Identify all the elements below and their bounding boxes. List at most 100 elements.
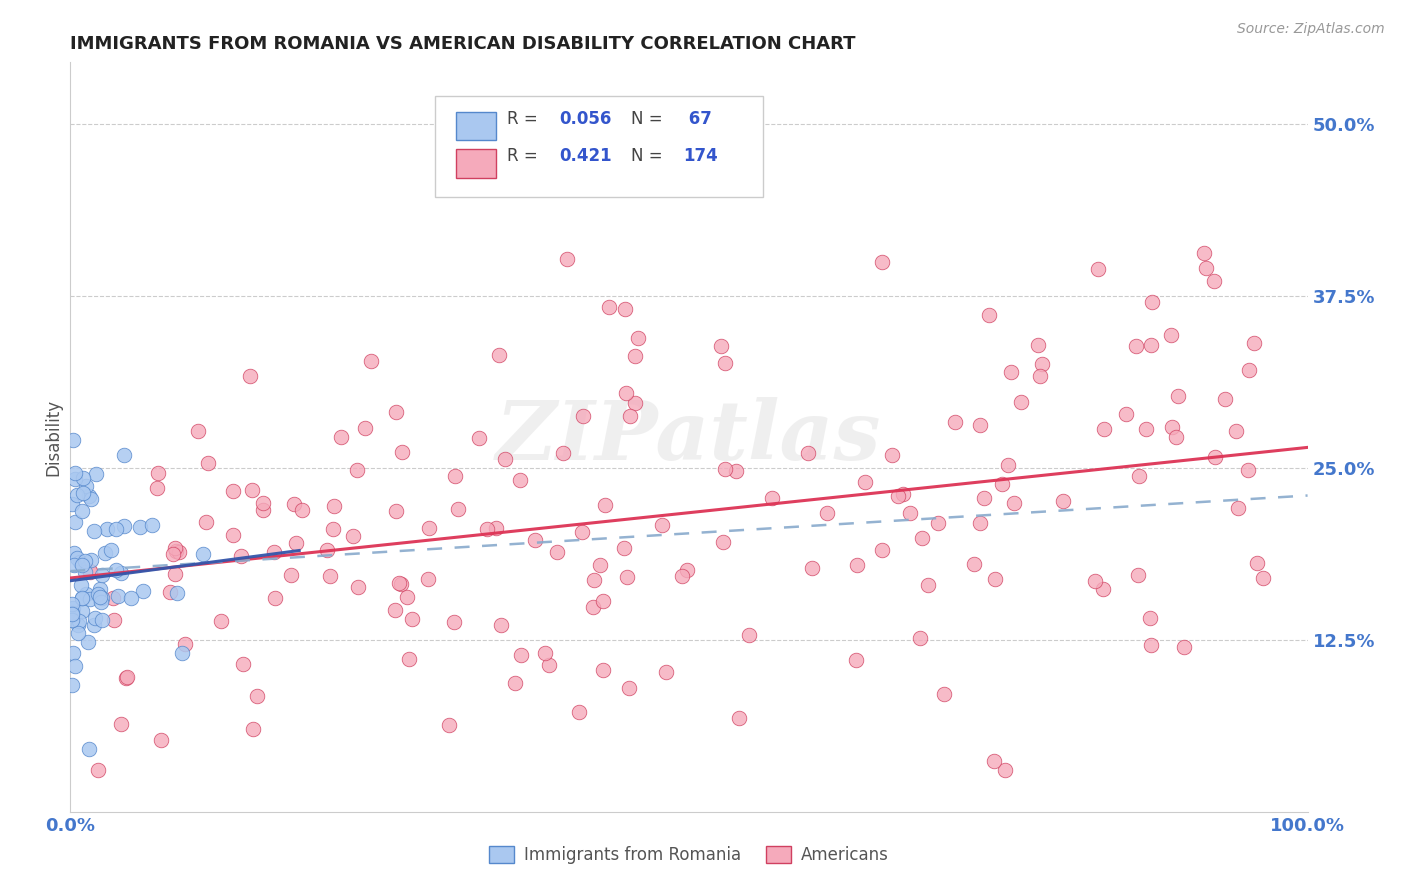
Point — [627, 331, 650, 345]
Point — [969, 516, 991, 530]
Point — [488, 348, 510, 362]
Point — [89, 591, 111, 605]
Point — [117, 670, 139, 684]
Point — [63, 472, 86, 486]
FancyBboxPatch shape — [457, 149, 496, 178]
Point — [263, 591, 285, 605]
Point — [75, 587, 97, 601]
Point — [710, 339, 733, 353]
Point — [104, 522, 127, 536]
Point — [89, 582, 111, 596]
Point — [252, 496, 274, 510]
FancyBboxPatch shape — [457, 112, 496, 140]
Point — [384, 405, 406, 419]
Point — [880, 448, 903, 462]
Point — [112, 448, 135, 462]
Point — [1092, 582, 1115, 597]
Point — [1226, 500, 1249, 515]
Point — [70, 591, 93, 605]
Point — [624, 350, 647, 364]
Point — [1115, 407, 1137, 421]
Point — [66, 488, 89, 502]
Point — [69, 555, 91, 569]
Point — [1167, 389, 1189, 403]
Point — [222, 483, 245, 498]
Point — [329, 430, 352, 444]
Text: 67: 67 — [683, 110, 711, 128]
Point — [242, 483, 264, 498]
Point — [815, 506, 838, 520]
Point — [70, 578, 93, 592]
Point — [96, 522, 118, 536]
Point — [384, 603, 406, 617]
Point — [973, 491, 995, 505]
Point — [242, 722, 264, 736]
Point — [1140, 638, 1163, 652]
Point — [990, 477, 1012, 491]
Point — [724, 464, 747, 478]
Point — [391, 445, 413, 459]
Point — [891, 487, 914, 501]
Point — [898, 506, 921, 520]
Point — [149, 733, 172, 747]
Point — [84, 467, 107, 482]
Point — [114, 519, 136, 533]
Text: Source: ZipAtlas.com: Source: ZipAtlas.com — [1237, 22, 1385, 37]
Point — [1225, 424, 1247, 438]
Point — [598, 300, 620, 314]
Point — [1087, 261, 1109, 276]
Point — [614, 386, 637, 401]
Point — [104, 563, 127, 577]
Point — [322, 522, 344, 536]
Point — [66, 625, 89, 640]
Point — [165, 543, 187, 558]
Point — [911, 531, 934, 545]
Point — [589, 558, 612, 573]
Point — [62, 558, 84, 572]
Point — [595, 498, 617, 512]
Point — [619, 409, 641, 424]
Point — [1084, 574, 1107, 588]
Point — [191, 547, 214, 561]
Point — [1140, 295, 1163, 310]
Point — [60, 678, 83, 692]
Point — [62, 646, 84, 660]
Point — [571, 524, 593, 539]
Point — [1204, 274, 1226, 288]
Point — [1052, 494, 1074, 508]
Point — [63, 467, 86, 481]
Point — [401, 612, 423, 626]
Point — [1128, 469, 1150, 483]
Point — [917, 578, 939, 592]
Point — [132, 584, 155, 599]
Point — [91, 591, 114, 605]
Point — [557, 252, 579, 267]
Point — [79, 491, 101, 506]
Point — [572, 409, 595, 423]
Point — [67, 617, 90, 632]
Point — [94, 546, 117, 560]
Point — [494, 452, 516, 467]
Point — [418, 521, 440, 535]
Point — [1094, 422, 1116, 436]
Point — [252, 503, 274, 517]
Point — [1213, 392, 1236, 407]
Point — [503, 676, 526, 690]
Point — [934, 687, 956, 701]
Point — [846, 558, 869, 572]
Point — [676, 563, 699, 577]
Point — [1031, 357, 1053, 371]
Point — [103, 591, 125, 605]
Point — [162, 547, 184, 561]
Point — [613, 541, 636, 555]
Point — [1160, 327, 1182, 342]
Point — [592, 594, 614, 608]
Point — [523, 533, 546, 548]
Text: IMMIGRANTS FROM ROMANIA VS AMERICAN DISABILITY CORRELATION CHART: IMMIGRANTS FROM ROMANIA VS AMERICAN DISA… — [70, 35, 856, 53]
Point — [714, 356, 737, 370]
Point — [617, 681, 640, 696]
Point — [537, 657, 560, 672]
Point — [1128, 567, 1150, 582]
Point — [72, 486, 94, 500]
FancyBboxPatch shape — [436, 96, 763, 197]
